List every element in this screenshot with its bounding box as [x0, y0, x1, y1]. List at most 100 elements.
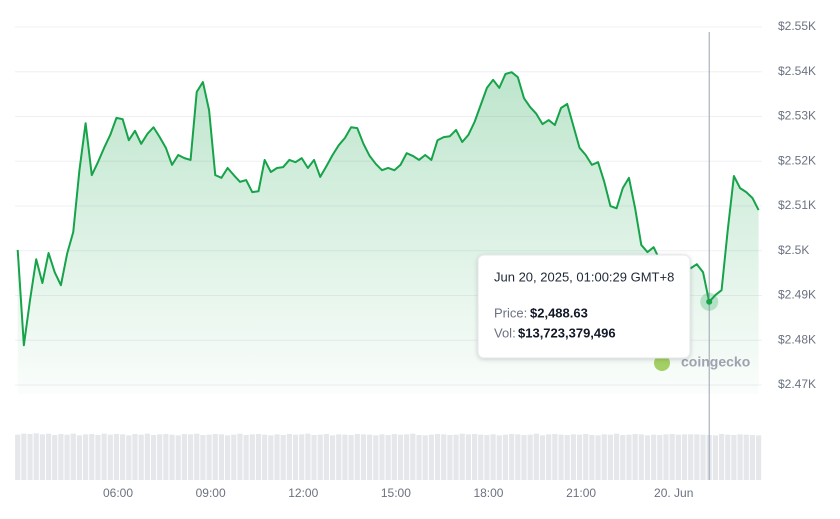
volume-bar	[731, 435, 737, 480]
volume-bar	[76, 435, 83, 480]
volume-bar	[527, 434, 533, 480]
volume-bar	[756, 435, 762, 480]
volume-bar	[644, 435, 651, 480]
volume-bar	[484, 435, 490, 480]
y-tick-label: $2.48K	[778, 332, 816, 346]
tooltip-box	[477, 254, 691, 359]
volume-bar	[552, 434, 558, 480]
volume-bar	[626, 434, 632, 480]
volume-bar	[113, 434, 120, 480]
volume-bar	[107, 434, 113, 480]
volume-bar	[268, 435, 274, 480]
volume-bar	[138, 434, 144, 480]
volume-bar	[299, 434, 305, 480]
volume-bar	[175, 435, 181, 480]
volume-bar	[342, 434, 348, 480]
volume-bar	[725, 434, 731, 480]
volume-bar	[385, 435, 391, 480]
x-tick-label: 12:00	[288, 486, 318, 500]
volume-bar	[657, 435, 663, 480]
volume-bar	[225, 435, 231, 480]
volume-bar	[15, 434, 21, 480]
volume-bar	[681, 434, 688, 480]
volume-bar	[212, 434, 218, 480]
volume-bar	[712, 435, 718, 480]
volume-bar	[441, 434, 447, 480]
volume-bar	[478, 434, 484, 480]
volume-bar	[589, 435, 595, 480]
volume-bar	[286, 434, 292, 480]
y-tick-label: $2.53K	[778, 109, 816, 123]
volume-bar	[496, 435, 502, 480]
volume-bar	[613, 433, 620, 480]
volume-bar	[521, 435, 527, 480]
volume-bar	[558, 434, 564, 480]
volume-bar	[126, 435, 132, 480]
x-tick-label: 20. Jun	[654, 486, 693, 500]
volume-bar	[601, 434, 607, 480]
x-tick-label: 06:00	[103, 486, 133, 500]
volume-bar	[718, 434, 725, 480]
watermark-logo	[654, 355, 670, 371]
volume-bar	[64, 434, 70, 480]
volume-bar	[354, 434, 360, 480]
volume-bar	[237, 433, 243, 480]
volume-bar	[700, 434, 706, 480]
volume-bar	[292, 434, 299, 480]
volume-bar	[509, 434, 515, 480]
volume-bar	[249, 434, 255, 480]
tooltip-time: Jun 20, 2025, 01:00:29 GMT+8	[494, 269, 674, 284]
volume-bar	[434, 434, 441, 480]
price-line	[16, 71, 760, 347]
tooltip-vol: $13,723,379,496	[518, 325, 616, 340]
volume-bar	[262, 434, 268, 480]
volume-bar	[737, 434, 743, 480]
y-tick-label: $2.51K	[778, 198, 816, 212]
volume-bar	[231, 434, 237, 480]
volume-bar	[187, 434, 194, 480]
volume-bar	[663, 434, 669, 480]
y-tick-label: $2.5K	[778, 243, 809, 257]
volume-bar	[743, 434, 749, 480]
volume-bar	[181, 434, 187, 480]
volume-bar	[379, 434, 385, 480]
volume-bar	[317, 434, 323, 480]
volume-bar	[749, 435, 756, 480]
volume-bar	[311, 435, 317, 480]
volume-bar	[367, 434, 373, 480]
tooltip-price: $2,488.63	[530, 305, 588, 320]
hover-point	[706, 298, 713, 305]
volume-bar	[280, 435, 286, 480]
volume-bar	[583, 434, 589, 480]
y-tick-label: $2.54K	[778, 64, 816, 78]
x-tick-label: 18:00	[473, 486, 503, 500]
volume-bar	[218, 434, 225, 480]
volume-bar	[490, 434, 496, 480]
volume-bar	[595, 435, 601, 480]
volume-bar	[200, 435, 206, 480]
volume-bar	[651, 434, 657, 480]
volume-bar	[243, 435, 249, 480]
volume-bar	[471, 434, 478, 480]
x-tick-label: 09:00	[196, 486, 226, 500]
volume-bar	[428, 434, 434, 480]
y-tick-label: $2.55K	[778, 19, 816, 33]
y-tick-label: $2.47K	[778, 377, 816, 391]
volume-bar	[422, 435, 428, 480]
tooltip-vol-label: Vol:	[494, 325, 516, 340]
volume-bar	[410, 433, 416, 480]
volume-bar	[305, 433, 311, 480]
volume-bar	[564, 435, 570, 480]
volume-bar	[95, 435, 101, 480]
volume-bar	[329, 435, 336, 480]
volume-bar	[576, 434, 583, 480]
volume-bar	[21, 433, 27, 480]
volume-bar	[101, 433, 107, 480]
volume-bar	[502, 434, 509, 480]
volume-bar	[373, 435, 379, 480]
volume-bar	[638, 434, 644, 480]
volume-bar	[465, 434, 472, 480]
volume-bar	[391, 434, 397, 480]
volume-bar	[120, 434, 126, 480]
volume-bar	[570, 434, 576, 480]
